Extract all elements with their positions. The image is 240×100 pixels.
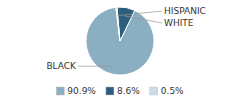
- legend-label: 8.6%: [117, 86, 140, 96]
- legend-swatch: [106, 87, 114, 95]
- legend-item: 8.6%: [106, 86, 140, 96]
- legend-item: 90.9%: [56, 86, 96, 96]
- pie-slice: [116, 7, 120, 41]
- slice-labels: BLACK WHITE HISPANIC: [46, 6, 205, 71]
- leader-line: [125, 16, 162, 23]
- legend-swatch: [150, 87, 158, 95]
- slice-label: WHITE: [164, 18, 194, 28]
- pie-slice: [86, 7, 154, 75]
- leader-line: [117, 11, 162, 16]
- pie: [86, 7, 154, 75]
- slice-label: HISPANIC: [164, 6, 206, 16]
- legend: 90.9% 8.6% 0.5%: [56, 86, 184, 96]
- slice-label: BLACK: [46, 61, 77, 71]
- leader-line: [78, 66, 116, 67]
- legend-label: 90.9%: [67, 86, 96, 96]
- legend-swatch: [56, 87, 64, 95]
- legend-label: 0.5%: [161, 86, 184, 96]
- chart: BLACK WHITE HISPANIC 90.9% 8.6% 0.5%: [0, 0, 240, 100]
- legend-item: 0.5%: [150, 86, 184, 96]
